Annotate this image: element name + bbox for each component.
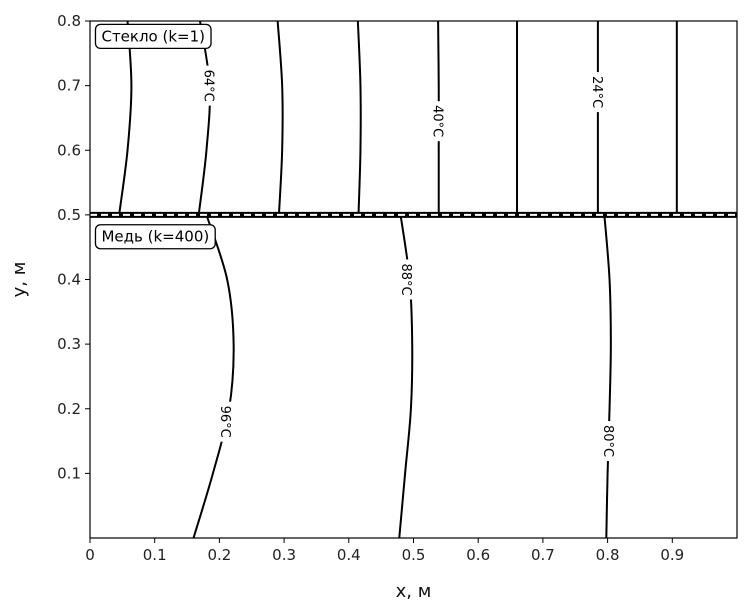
contour-line [276, 20, 284, 215]
x-tick-label: 0.3 [272, 546, 296, 564]
x-tick-label: 0.5 [402, 546, 426, 564]
x-tick-label: 0.6 [466, 546, 490, 564]
x-tick-label: 0 [85, 546, 95, 564]
y-tick-label: 0.3 [57, 335, 81, 353]
contour-label: 24°C [589, 76, 604, 108]
x-tick-label: 0.2 [207, 546, 231, 564]
contour-label-group: 88°C [398, 259, 417, 300]
contour-label-group: 80°C [599, 421, 618, 462]
contour-label-background [588, 72, 607, 113]
y-tick-label: 0.2 [57, 400, 81, 418]
contour-line [192, 214, 235, 539]
x-tick-label: 0.9 [660, 546, 684, 564]
contour-label: 80°C [600, 425, 615, 457]
y-axis: 0.1 0.2 0.3 0.4 0.5 0.6 0.7 0.8 [57, 12, 90, 482]
contour-label-group: 24°C [588, 72, 607, 113]
contour-label: 64°C [201, 70, 216, 102]
x-tick-label: 0.7 [531, 546, 555, 564]
y-tick-label: 0.4 [57, 271, 81, 289]
contour-label: 88°C [398, 263, 413, 295]
y-tick-label: 0.1 [57, 464, 81, 482]
x-tick-label: 0.4 [337, 546, 361, 564]
regions-layer: Стекло (k=1) Медь (k=400) [94, 23, 216, 250]
x-tick-label: 0.8 [596, 546, 620, 564]
contour-label-background [200, 65, 219, 106]
contour-label-background [429, 101, 448, 142]
region-label-box: Медь (k=400) [94, 224, 216, 250]
x-axis: 0 0.1 0.2 0.3 0.4 0.5 0.6 0.7 0.8 0.9 [85, 538, 684, 564]
y-axis-label: y, м [9, 262, 30, 298]
y-tick-label: 0.5 [57, 206, 81, 224]
contour-line [197, 20, 211, 215]
y-tick-label: 0.6 [57, 141, 81, 159]
contour-label: 40°C [430, 105, 445, 137]
contour-line [356, 20, 362, 215]
contour-label-group: 64°C [200, 65, 219, 106]
contour-line [118, 20, 133, 216]
contours-layer [118, 20, 678, 539]
contour-label-group: 40°C [429, 101, 448, 142]
contour-label-background [599, 421, 618, 462]
region-label: Медь (k=400) [101, 228, 209, 246]
x-tick-label: 0.1 [143, 546, 167, 564]
contour-label-background [398, 259, 417, 300]
region-label-frame [94, 23, 212, 50]
y-tick-label: 0.7 [57, 77, 81, 95]
contour-line [603, 214, 612, 539]
y-tick-label: 0.8 [57, 12, 81, 30]
contour-labels-layer: 96°C 88°C 80°C 64°C 40°C 24°C [200, 65, 618, 462]
contour-label-group: 96°C [216, 401, 235, 442]
contour-label: 96°C [217, 406, 232, 438]
region-label-box: Стекло (k=1) [94, 23, 212, 50]
contour-label-background [216, 401, 235, 442]
x-axis-label: x, м [396, 581, 432, 602]
region-label-frame [94, 224, 216, 250]
region-label: Стекло (k=1) [101, 27, 205, 45]
